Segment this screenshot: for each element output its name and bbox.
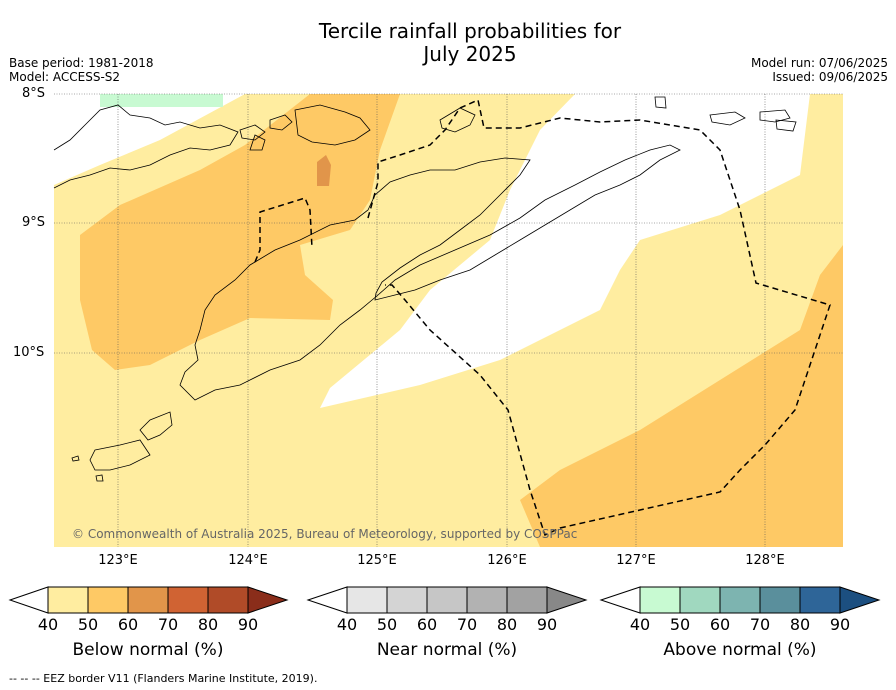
coastlines (53, 96, 797, 482)
above-tick-50: 50 (669, 615, 691, 634)
above-normal-label: Above normal (%) (663, 640, 817, 660)
map-title: Tercile rainfall probabilities for July … (0, 20, 896, 66)
meta-left: Base period: 1981-2018 Model: ACCESS-S2 (9, 56, 154, 84)
below-90-swatch (208, 587, 248, 613)
below-normal-60-70-patch (317, 155, 331, 186)
colorbar-below (8, 586, 289, 614)
lon-label-127e: 127°E (616, 553, 656, 568)
above-tick-70: 70 (749, 615, 771, 634)
model-name: Model: ACCESS-S2 (9, 70, 121, 84)
lat-label-8s: 8°S (22, 86, 46, 101)
lat-label-9s: 9°S (22, 215, 46, 230)
below-tick-80: 80 (197, 615, 219, 634)
map-title-line2: July 2025 (423, 42, 517, 66)
base-period: Base period: 1981-2018 (9, 56, 154, 70)
lat-label-10s: 10°S (13, 345, 45, 360)
below-60-swatch (88, 587, 128, 613)
colorbar-near (306, 586, 588, 614)
below-70-swatch (128, 587, 168, 613)
gridlines (54, 93, 843, 547)
near-tick-80: 80 (496, 615, 518, 634)
below-50-swatch (48, 587, 88, 613)
above-tick-90: 90 (829, 615, 851, 634)
below-tick-40: 40 (37, 615, 59, 634)
below-tick-60: 60 (117, 615, 139, 634)
above-normal-40-50-patch (100, 94, 223, 107)
map-title-line1: Tercile rainfall probabilities for (318, 19, 622, 43)
lon-label-125e: 125°E (357, 553, 397, 568)
below-normal-50-60-region-east (520, 245, 843, 547)
near-tick-70: 70 (456, 615, 478, 634)
lon-label-124e: 124°E (228, 553, 268, 568)
above-tick-60: 60 (709, 615, 731, 634)
above-tick-40: 40 (629, 615, 651, 634)
below-tick-70: 70 (157, 615, 179, 634)
meta-right: Model run: 07/06/2025 Issued: 09/06/2025 (751, 56, 888, 84)
near-tick-90: 90 (536, 615, 558, 634)
copyright-notice: © Commonwealth of Australia 2025, Bureau… (72, 527, 578, 541)
near-tick-50: 50 (376, 615, 398, 634)
below-normal-label: Below normal (%) (72, 640, 224, 660)
above-tick-80: 80 (789, 615, 811, 634)
model-run: Model run: 07/06/2025 (750, 56, 888, 70)
near-tick-60: 60 (416, 615, 438, 634)
near-normal-label: Near normal (%) (376, 640, 518, 660)
eez-footnote: -- -- -- EEZ border V11 (Flanders Marine… (9, 672, 318, 685)
colorbar-above (599, 586, 881, 614)
below-80-swatch (168, 587, 208, 613)
lon-label-126e: 126°E (487, 553, 527, 568)
issued-date: Issued: 09/06/2025 (772, 70, 888, 84)
lon-label-123e: 123°E (98, 553, 138, 568)
below-tick-50: 50 (77, 615, 99, 634)
below-tick-90: 90 (237, 615, 259, 634)
near-tick-40: 40 (336, 615, 358, 634)
lon-label-128e: 128°E (745, 553, 785, 568)
eez-border (254, 98, 831, 537)
